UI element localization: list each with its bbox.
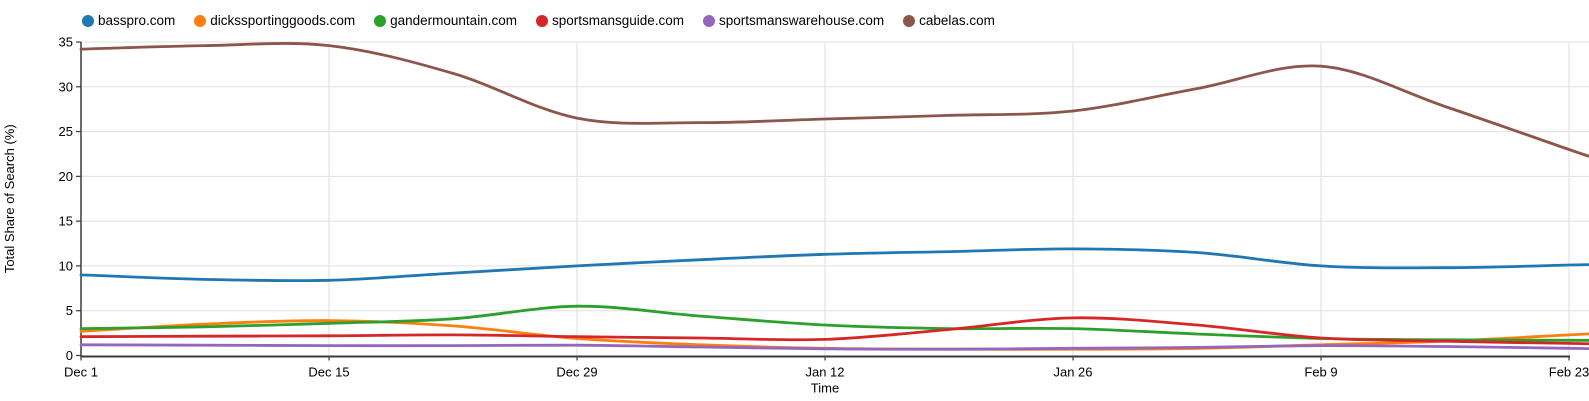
legend-item-gandermountain.com[interactable]: gandermountain.com xyxy=(374,13,517,28)
x-tick-label: Dec 1 xyxy=(64,365,98,380)
legend-swatch-icon xyxy=(374,14,387,27)
legend-item-cabelas.com[interactable]: cabelas.com xyxy=(903,13,995,28)
legend-swatch-icon xyxy=(903,14,916,27)
y-tick-label: 5 xyxy=(66,303,73,318)
legend-label: gandermountain.com xyxy=(390,13,517,28)
legend-swatch-icon xyxy=(703,14,716,27)
x-tick-label: Jan 26 xyxy=(1053,365,1092,380)
legend-label: sportsmansguide.com xyxy=(551,13,685,28)
y-tick-label: 15 xyxy=(59,214,73,229)
y-axis-title: Total Share of Search (%) xyxy=(2,124,17,273)
y-tick-label: 30 xyxy=(59,79,73,94)
y-tick-label: 20 xyxy=(59,169,73,184)
legend-swatch-icon xyxy=(535,14,548,27)
chart-legend: basspro.com dickssportinggoods.com ganderm… xyxy=(82,13,995,28)
series-line-sportsmanswarehouse.com[interactable] xyxy=(79,343,1589,351)
legend-swatch-icon xyxy=(194,14,207,27)
legend-swatch-icon xyxy=(82,14,94,27)
y-tick-label: 25 xyxy=(59,124,73,139)
legend-item-basspro.com[interactable]: basspro.com xyxy=(82,13,175,28)
x-tick-label: Dec 15 xyxy=(308,365,349,380)
x-axis-title: Time xyxy=(811,381,839,396)
legend-label: sportsmanswarehouse.com xyxy=(719,13,885,28)
series-line-basspro.com[interactable] xyxy=(79,247,1589,283)
legend-item-sportsmanswarehouse.com[interactable]: sportsmanswarehouse.com xyxy=(703,13,884,28)
legend-label: basspro.com xyxy=(98,13,176,28)
series-line-cabelas.com[interactable] xyxy=(79,42,1589,158)
x-tick-label: Jan 12 xyxy=(805,365,844,380)
y-tick-label: 10 xyxy=(59,258,73,273)
x-tick-label: Feb 9 xyxy=(1304,365,1337,380)
y-tick-label: 0 xyxy=(66,348,73,363)
legend-item-sportsmansguide.com[interactable]: sportsmansguide.com xyxy=(535,13,685,28)
y-tick-label: 35 xyxy=(59,35,73,50)
legend-label: dickssportinggoods.com xyxy=(210,13,356,28)
x-tick-label: Feb 23 xyxy=(1549,365,1589,380)
legend-label: cabelas.com xyxy=(919,13,995,28)
legend-item-dickssportinggoods.com[interactable]: dickssportinggoods.com xyxy=(194,13,355,28)
series-line-sportsmansguide.com[interactable] xyxy=(79,316,1589,346)
x-tick-label: Dec 29 xyxy=(556,365,597,380)
